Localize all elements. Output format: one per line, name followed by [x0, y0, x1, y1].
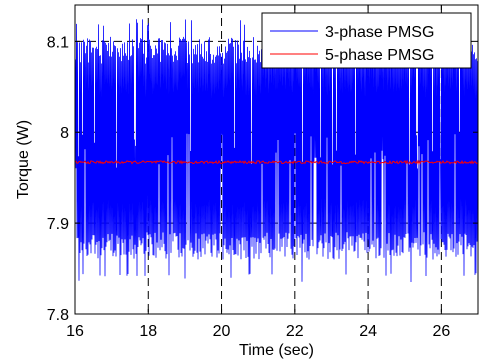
y-tick-label: 8.1	[47, 34, 69, 51]
x-tick-label: 18	[139, 323, 157, 340]
y-tick-label: 7.9	[47, 216, 69, 233]
y-tick-label: 7.8	[47, 307, 69, 324]
x-tick-label: 16	[66, 323, 84, 340]
x-tick-label: 20	[213, 323, 231, 340]
legend-box	[261, 12, 472, 69]
legend: 3-phase PMSG 5-phase PMSG	[261, 12, 472, 69]
x-tick-label: 22	[286, 323, 304, 340]
y-tick-label: 8	[60, 125, 69, 142]
y-axis-label: Torque (W)	[15, 120, 32, 199]
x-tick-label: 26	[432, 323, 450, 340]
legend-label-3-phase: 3-phase PMSG	[325, 24, 434, 41]
legend-label-5-phase: 5-phase PMSG	[325, 47, 434, 64]
x-tick-label: 24	[359, 323, 377, 340]
series-line-5-phase	[74, 159, 479, 165]
x-axis-label: Time (sec)	[239, 342, 314, 359]
axis-ticks: 16 18 20 22 24 26 7.8 7.9 8 8.1	[47, 5, 478, 340]
plot-frame	[74, 4, 479, 315]
